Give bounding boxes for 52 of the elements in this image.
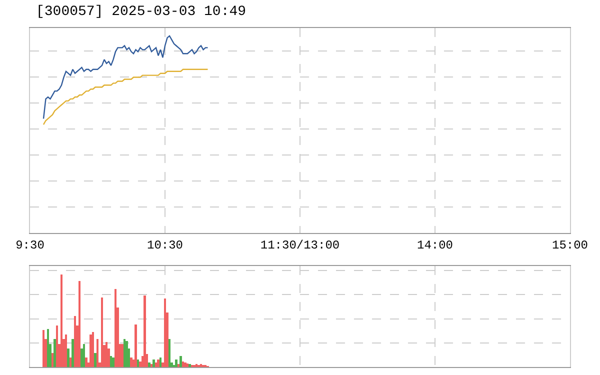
x-tick-label: 9:30 bbox=[16, 238, 44, 252]
bar bbox=[94, 353, 96, 367]
bar bbox=[54, 339, 56, 367]
bar bbox=[67, 348, 70, 367]
bar bbox=[121, 344, 124, 367]
bar bbox=[90, 334, 92, 367]
bar bbox=[168, 339, 171, 367]
bar bbox=[92, 332, 94, 367]
bar bbox=[159, 358, 162, 367]
bar bbox=[114, 289, 117, 367]
bar bbox=[96, 339, 99, 367]
bar bbox=[123, 339, 126, 367]
bar bbox=[200, 364, 202, 367]
bar bbox=[154, 362, 158, 367]
bar bbox=[150, 364, 153, 367]
bar bbox=[144, 296, 146, 367]
bar bbox=[72, 339, 74, 367]
bar bbox=[46, 329, 50, 367]
bar bbox=[51, 353, 54, 367]
bar bbox=[112, 358, 114, 367]
bar bbox=[157, 360, 160, 367]
bar bbox=[164, 298, 166, 367]
x-tick-label: 11:30/13:00 bbox=[260, 238, 340, 252]
x-tick-label: 10:30 bbox=[146, 238, 184, 252]
bar bbox=[134, 324, 137, 367]
bar bbox=[182, 361, 184, 367]
bar bbox=[80, 348, 83, 367]
bar bbox=[85, 358, 88, 367]
bar bbox=[175, 360, 178, 367]
bar bbox=[42, 330, 45, 367]
x-tick-label: 14:00 bbox=[416, 238, 454, 252]
bar bbox=[60, 274, 63, 367]
x-tick-label: 15:00 bbox=[552, 238, 588, 252]
bar bbox=[110, 356, 112, 367]
bar bbox=[64, 334, 68, 367]
chart-title: [300057] 2025-03-03 10:49 bbox=[36, 4, 246, 20]
bar bbox=[148, 362, 150, 367]
bar bbox=[126, 341, 128, 367]
bar bbox=[180, 356, 182, 367]
bar bbox=[69, 358, 72, 367]
bar bbox=[78, 280, 81, 367]
bar bbox=[188, 364, 191, 367]
bar bbox=[195, 364, 198, 367]
bar bbox=[74, 316, 76, 367]
bar bbox=[152, 360, 155, 367]
bar bbox=[177, 364, 180, 367]
bar bbox=[82, 344, 86, 367]
bar bbox=[136, 360, 140, 367]
bar bbox=[56, 325, 58, 367]
bar bbox=[100, 298, 104, 367]
bar bbox=[186, 363, 189, 367]
bar bbox=[130, 358, 132, 367]
